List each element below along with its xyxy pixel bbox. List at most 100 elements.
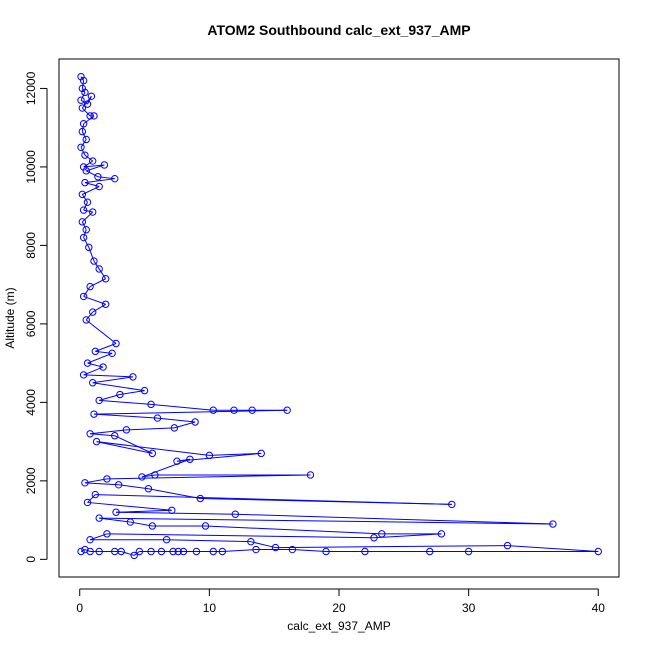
series-segment bbox=[250, 541, 276, 549]
data-point bbox=[90, 410, 98, 418]
data-point bbox=[112, 508, 120, 516]
data-point bbox=[92, 437, 101, 446]
series-segment bbox=[84, 154, 94, 162]
data-point bbox=[95, 547, 103, 556]
series-segment bbox=[87, 352, 113, 364]
series-line bbox=[80, 76, 599, 556]
series-segment bbox=[85, 311, 94, 321]
data-point bbox=[157, 547, 166, 556]
data-point bbox=[174, 547, 182, 556]
data-point bbox=[108, 349, 116, 358]
data-point bbox=[78, 84, 87, 93]
data-point bbox=[257, 449, 265, 458]
series-segment bbox=[83, 374, 133, 378]
data-point bbox=[186, 455, 194, 463]
series-segment bbox=[90, 433, 115, 437]
series-segment bbox=[81, 88, 86, 93]
data-point bbox=[82, 135, 90, 144]
series-segment bbox=[90, 429, 127, 435]
data-point bbox=[114, 481, 123, 489]
data-point bbox=[78, 218, 87, 226]
data-point bbox=[83, 198, 92, 206]
data-point bbox=[248, 406, 256, 414]
data-point bbox=[86, 112, 94, 120]
series-segment bbox=[81, 131, 87, 140]
series-segment bbox=[81, 80, 85, 89]
data-point bbox=[112, 339, 120, 348]
data-point bbox=[322, 547, 330, 556]
series-segment bbox=[98, 268, 107, 280]
series-segment bbox=[84, 178, 115, 184]
series-segment bbox=[150, 403, 214, 411]
data-point bbox=[209, 406, 217, 414]
data-point bbox=[549, 520, 557, 528]
series-segment bbox=[116, 511, 236, 515]
series-segment bbox=[83, 295, 106, 305]
series-segment bbox=[83, 286, 91, 297]
y-tick-label: 12000 bbox=[24, 71, 38, 105]
data-point bbox=[191, 418, 199, 426]
data-point bbox=[89, 379, 97, 387]
data-point bbox=[247, 537, 255, 546]
data-point bbox=[79, 76, 88, 85]
data-point bbox=[100, 161, 109, 169]
series-segment bbox=[95, 494, 452, 505]
y-axis-label: Altitude (m) bbox=[3, 287, 17, 348]
series-segment bbox=[92, 382, 145, 392]
data-point bbox=[230, 406, 238, 414]
data-point bbox=[306, 471, 315, 479]
series-segment bbox=[87, 501, 172, 511]
series-segment bbox=[275, 545, 508, 549]
data-point bbox=[129, 373, 137, 381]
data-point bbox=[86, 282, 94, 291]
series-segment bbox=[166, 539, 251, 543]
chart-title: ATOM2 Southbound calc_ext_937_AMP bbox=[207, 22, 470, 38]
data-point bbox=[82, 167, 90, 175]
y-tick-label: 0 bbox=[24, 556, 38, 563]
data-point bbox=[173, 457, 181, 465]
series-segment bbox=[93, 260, 100, 270]
data-point bbox=[437, 530, 446, 538]
series-segment bbox=[84, 482, 119, 486]
y-tick-label: 6000 bbox=[24, 310, 38, 337]
series-segment bbox=[118, 484, 149, 490]
data-point bbox=[201, 522, 210, 530]
data-point bbox=[144, 485, 153, 493]
data-point bbox=[99, 363, 107, 371]
data-point bbox=[153, 414, 162, 422]
data-point bbox=[95, 514, 103, 522]
data-point bbox=[192, 547, 201, 556]
data-point bbox=[168, 506, 176, 514]
x-tick-label: 0 bbox=[76, 601, 83, 615]
data-point bbox=[126, 518, 134, 526]
data-points bbox=[77, 72, 602, 560]
series-segment bbox=[141, 458, 191, 478]
data-point bbox=[101, 275, 110, 283]
series-segment bbox=[83, 202, 88, 211]
y-axis: 0 2000 4000 6000 8000 10000 12000 bbox=[24, 71, 48, 563]
data-point bbox=[82, 316, 90, 324]
data-point bbox=[86, 430, 94, 438]
series-segment bbox=[83, 209, 93, 213]
series-segment bbox=[81, 211, 94, 223]
series-segment bbox=[119, 390, 145, 396]
y-tick-label: 10000 bbox=[24, 150, 38, 184]
series-segment bbox=[99, 399, 152, 405]
data-point bbox=[103, 475, 111, 483]
data-point bbox=[162, 536, 171, 544]
data-point bbox=[77, 547, 85, 556]
data-point bbox=[103, 530, 111, 538]
data-point bbox=[79, 206, 88, 214]
x-tick-label: 30 bbox=[462, 601, 476, 615]
data-point bbox=[89, 208, 97, 216]
series-segment bbox=[92, 376, 133, 384]
x-tick-label: 10 bbox=[203, 601, 217, 615]
series-segment bbox=[157, 417, 196, 423]
data-point bbox=[87, 92, 96, 100]
data-point bbox=[111, 174, 119, 183]
data-point bbox=[205, 451, 214, 460]
data-point bbox=[90, 112, 98, 120]
series-segment bbox=[99, 517, 553, 525]
y-tick-label: 8000 bbox=[24, 232, 38, 259]
series-segment bbox=[373, 533, 442, 539]
